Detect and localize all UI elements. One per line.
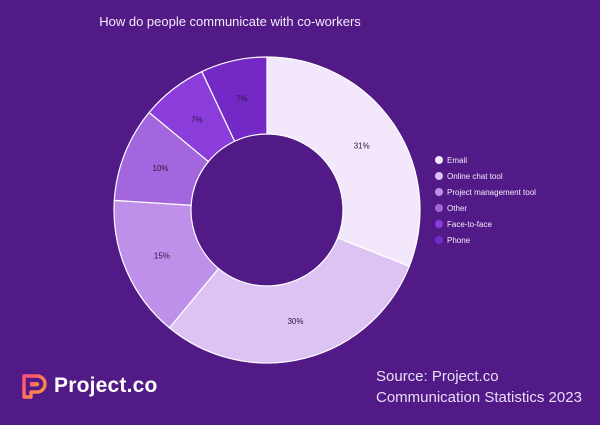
legend-swatch	[435, 188, 443, 196]
legend-swatch	[435, 172, 443, 180]
legend-label: Face-to-face	[447, 219, 492, 229]
slice-email	[266, 56, 421, 268]
legend-label: Other	[447, 203, 468, 213]
value-label-online-chat-tool: 30%	[287, 317, 303, 326]
legend-swatch	[435, 220, 443, 228]
slice-phone	[201, 56, 268, 143]
chart-title: How do people communicate with co-worker…	[99, 14, 361, 29]
legend-swatch	[435, 204, 443, 212]
value-label-face-to-face: 7%	[191, 116, 203, 125]
legend-item-phone: Phone	[435, 232, 536, 248]
value-label-phone: 7%	[236, 94, 248, 103]
project-co-logo: Project.co	[20, 372, 158, 400]
value-label-project-management-tool: 15%	[154, 251, 170, 260]
value-label-other: 10%	[153, 164, 169, 173]
legend-swatch	[435, 156, 443, 164]
legend-item-other: Other	[435, 200, 536, 216]
source-note: Source: Project.co Communication Statist…	[376, 366, 582, 408]
legend-item-face-to-face: Face-to-face	[435, 216, 536, 232]
legend-label: Phone	[447, 235, 471, 245]
brand-name: Project.co	[54, 374, 158, 397]
slice-online-chat-tool	[168, 237, 411, 364]
chart-legend: Email Online chat tool Project management …	[435, 152, 536, 248]
legend-swatch	[435, 236, 443, 244]
legend-label: Project management tool	[447, 187, 536, 197]
source-line-2: Communication Statistics 2023	[376, 389, 582, 406]
project-co-logo-icon	[22, 374, 47, 399]
donut-slices	[113, 56, 421, 364]
source-line-1: Source: Project.co	[376, 368, 499, 385]
legend-item-email: Email	[435, 152, 536, 168]
donut-value-labels: 31% 30% 15% 10% 7% 7%	[153, 94, 370, 326]
legend-label: Email	[447, 155, 468, 165]
legend-label: Online chat tool	[447, 171, 503, 181]
legend-item-online-chat-tool: Online chat tool	[435, 168, 536, 184]
legend-item-project-management-tool: Project management tool	[435, 184, 536, 200]
value-label-email: 31%	[354, 142, 370, 151]
